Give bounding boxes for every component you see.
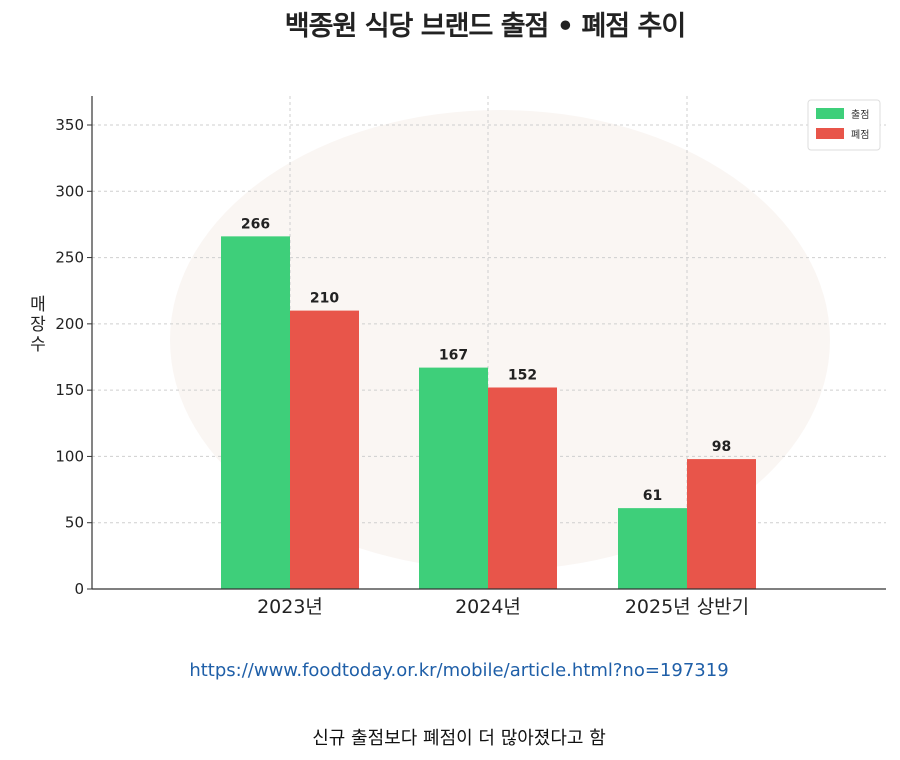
y-tick-label: 200 [55,315,84,333]
y-tick-label: 50 [65,514,84,532]
y-tick-label: 350 [55,116,84,134]
legend-swatch [816,128,844,139]
bar-openings [419,367,488,589]
bar-closures [687,459,756,589]
axes [91,96,886,590]
y-ticks: 0 50 100 150 200 250 300 350 [55,116,92,598]
data-label: 266 [241,216,270,232]
caption: 신규 출점보다 폐점이 더 많아졌다고 함 [312,728,606,749]
data-label: 167 [439,348,468,364]
y-tick-label: 250 [55,249,84,267]
x-tick-label: 2023년 [257,596,323,618]
bars [221,236,756,590]
legend-swatch [816,108,844,119]
bar-openings [221,236,290,590]
legend-box [807,99,881,151]
data-label: 152 [508,367,537,383]
bar-openings [618,508,687,589]
data-label: 98 [712,439,731,455]
x-ticks: 2023년 2024년 2025년 상반기 [257,596,749,618]
y-tick-label: 0 [74,580,84,598]
bar-chart: 0 50 100 150 200 250 300 350 2023년 2024년 2025년 상반… [30,96,886,618]
chart-title: 백종원 식당 브랜드 출점 • 폐점 추이 [284,11,686,42]
bar-closures [290,310,359,589]
data-labels: 266 210 167 152 61 98 [241,216,731,504]
y-tick-label: 150 [55,381,84,399]
bar-closures [488,387,557,589]
legend-label: 출점 [851,109,869,121]
x-tick-label: 2025년 상반기 [625,596,749,618]
data-label: 210 [310,291,339,307]
y-tick-label: 100 [55,447,84,465]
y-tick-label: 300 [55,182,84,200]
data-label: 61 [643,488,662,504]
source-link[interactable]: https://www.foodtoday.or.kr/mobile/artic… [189,660,729,681]
x-tick-label: 2024년 [455,596,521,618]
legend-label: 폐점 [851,129,869,141]
